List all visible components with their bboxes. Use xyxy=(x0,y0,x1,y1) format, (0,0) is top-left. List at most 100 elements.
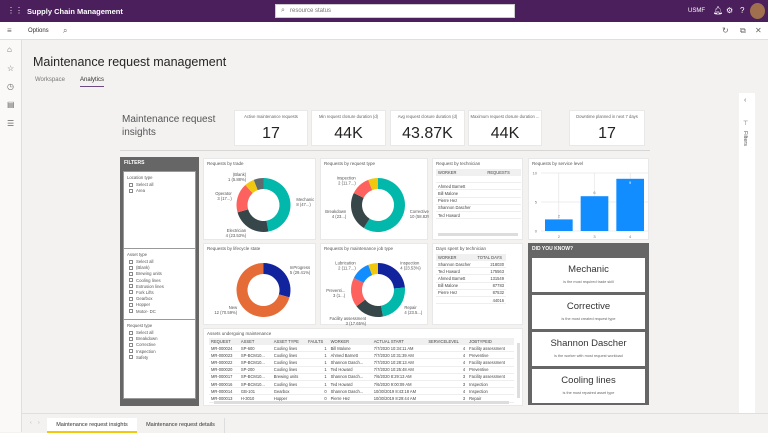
slicer-option[interactable]: Select all xyxy=(129,259,192,264)
donut-slice[interactable] xyxy=(263,263,291,298)
bar[interactable] xyxy=(616,178,644,231)
donut-slice[interactable] xyxy=(351,277,366,307)
column-header[interactable]: FAULTS xyxy=(306,338,329,345)
checkbox[interactable] xyxy=(129,284,133,289)
filter-pane-collapsed[interactable]: ‹ ⊤ Filters xyxy=(739,93,755,415)
checkbox[interactable] xyxy=(129,278,133,283)
tab-workspace[interactable]: Workspace xyxy=(35,77,65,83)
company-picker[interactable]: USMF xyxy=(688,8,705,14)
donut-slice[interactable] xyxy=(236,263,290,317)
slicer-option[interactable]: Motor- DC xyxy=(129,309,192,314)
home-icon[interactable]: ⌂ xyxy=(7,45,12,54)
days-table[interactable]: WORKER TOTAL DAYS Shannon Dascher 218030 Ted… xyxy=(436,254,506,305)
slicer-option[interactable]: (Blank) xyxy=(129,265,192,270)
column-header[interactable]: ASSET TYPE xyxy=(271,338,307,345)
refresh-icon[interactable]: ↻ xyxy=(722,26,729,35)
donut-slice[interactable] xyxy=(263,178,291,232)
app-launcher-icon[interactable]: ⋮⋮ xyxy=(7,6,23,15)
horizontal-scrollbar[interactable] xyxy=(438,233,518,236)
donut-slice[interactable] xyxy=(237,209,269,232)
checkbox[interactable] xyxy=(129,349,133,354)
workspaces-icon[interactable]: ▤ xyxy=(7,100,15,109)
slicer-option[interactable]: Corrective xyxy=(129,342,192,347)
table-row[interactable]: MR-000022 SP-BCM10... Cooling lines 1 Shanno… xyxy=(209,358,514,367)
hamburger-icon[interactable]: ≡ xyxy=(7,26,12,35)
donut-slice[interactable] xyxy=(380,287,405,317)
donut-slice[interactable] xyxy=(353,264,373,283)
options-button[interactable]: Options xyxy=(28,28,49,34)
column-header[interactable]: JOBTYPEID xyxy=(467,338,514,345)
column-header[interactable]: TOTAL DAYS xyxy=(475,254,506,261)
bell-icon[interactable]: 🔔︎ xyxy=(713,6,724,15)
table-row[interactable]: Ahmed Barnett 131549 xyxy=(436,274,506,283)
column-header[interactable]: ASSET xyxy=(238,338,272,345)
table-row[interactable]: MR-000016 SP-BCM10... Cooling lines 1 Ted Ho… xyxy=(209,380,514,389)
technician-table[interactable]: WORKER REQUESTS Ahmed Barnett Bill Malone… xyxy=(436,169,521,220)
table-row[interactable]: Pierre Hez xyxy=(436,197,521,205)
column-header[interactable]: WORKER xyxy=(328,338,372,345)
checkbox[interactable] xyxy=(129,302,133,307)
recent-icon[interactable]: ◷ xyxy=(7,82,14,91)
slicer-option[interactable]: Inspection xyxy=(129,349,192,354)
page-tab-insights[interactable]: Maintenance request insights xyxy=(47,418,137,433)
checkbox[interactable] xyxy=(129,355,133,360)
assets-table[interactable]: REQUEST ASSET ASSET TYPE FAULTS WORKER ACTUAL… xyxy=(209,338,514,403)
bar[interactable] xyxy=(580,196,609,231)
donut-slice[interactable] xyxy=(253,178,264,191)
slicer-option[interactable]: Extrusion lines xyxy=(129,284,192,289)
close-icon[interactable]: ✕ xyxy=(755,26,762,35)
donut-slice[interactable] xyxy=(353,179,373,198)
table-row[interactable]: MR-000020 SP-200 Cooling lines 1 Ted Howard 7… xyxy=(209,366,514,374)
bar[interactable] xyxy=(545,219,573,231)
checkbox[interactable] xyxy=(129,188,133,193)
table-row[interactable]: Shannon Dascher xyxy=(436,204,521,212)
table-row[interactable]: Pierre Hez 87532 xyxy=(436,289,506,297)
donut-slice[interactable] xyxy=(378,263,405,289)
donut-slice[interactable] xyxy=(351,192,370,228)
search-icon[interactable]: ⌕ xyxy=(63,26,68,35)
table-row[interactable]: MR-000024 SP-600 Cooling lines 1 Bill Malone… xyxy=(209,345,514,353)
table-row[interactable]: MR-000023 SP-BCM10... Cooling lines 1 Ahmed … xyxy=(209,351,514,360)
table-row[interactable]: Ahmed Barnett xyxy=(436,182,521,191)
favorites-icon[interactable]: ☆ xyxy=(7,64,15,73)
checkbox[interactable] xyxy=(129,182,133,187)
slicer-option[interactable]: Brewing units xyxy=(129,271,192,276)
donut-slice[interactable] xyxy=(368,263,378,276)
prev-page-icon[interactable]: ‹ xyxy=(30,420,32,426)
table-row[interactable]: Bill Malone xyxy=(436,189,521,198)
donut-slice[interactable] xyxy=(368,178,378,191)
slicer-option[interactable]: Select all xyxy=(129,182,192,187)
checkbox[interactable] xyxy=(129,342,133,347)
checkbox[interactable] xyxy=(129,309,133,313)
checkbox[interactable] xyxy=(129,259,133,264)
next-page-icon[interactable]: › xyxy=(38,420,40,426)
search-input[interactable]: ⌕ resource status xyxy=(275,4,515,18)
slicer-option[interactable]: Gearbox xyxy=(129,296,192,301)
slicer-option[interactable]: Safety xyxy=(129,355,192,360)
donut-slice[interactable] xyxy=(245,179,258,194)
checkbox[interactable] xyxy=(129,265,133,270)
table-row[interactable]: 44016 xyxy=(436,296,506,305)
checkbox[interactable] xyxy=(129,290,133,295)
slicer-option[interactable]: Select all xyxy=(129,330,192,335)
checkbox[interactable] xyxy=(129,336,133,341)
column-header[interactable]: ACTUAL START xyxy=(371,338,427,345)
table-row[interactable]: MR-000017 SP-BCM10... Brewing units 1 Shanno… xyxy=(209,373,514,381)
slicer-option[interactable]: Cooling lines xyxy=(129,278,192,283)
page-tab-details[interactable]: Maintenance request details xyxy=(137,418,225,433)
column-header[interactable]: REQUEST xyxy=(209,338,239,345)
chevron-left-icon[interactable]: ‹ xyxy=(744,97,747,104)
checkbox[interactable] xyxy=(129,296,133,301)
open-new-window-icon[interactable]: ⧉ xyxy=(740,26,746,35)
tab-analytics[interactable]: Analytics xyxy=(80,77,105,87)
checkbox[interactable] xyxy=(129,330,133,335)
table-row[interactable]: Shannon Dascher 218030 xyxy=(436,261,506,269)
help-icon[interactable]: ? xyxy=(740,6,745,15)
donut-slice[interactable] xyxy=(356,299,383,317)
table-row[interactable]: Ted Howard 175563 xyxy=(436,267,506,276)
table-row[interactable] xyxy=(436,176,521,184)
slicer-option[interactable]: Hopper xyxy=(129,302,192,307)
table-row[interactable]: Bill Malone 87783 xyxy=(436,282,506,290)
gear-icon[interactable]: ⚙ xyxy=(726,6,734,15)
donut-slice[interactable] xyxy=(236,185,253,213)
